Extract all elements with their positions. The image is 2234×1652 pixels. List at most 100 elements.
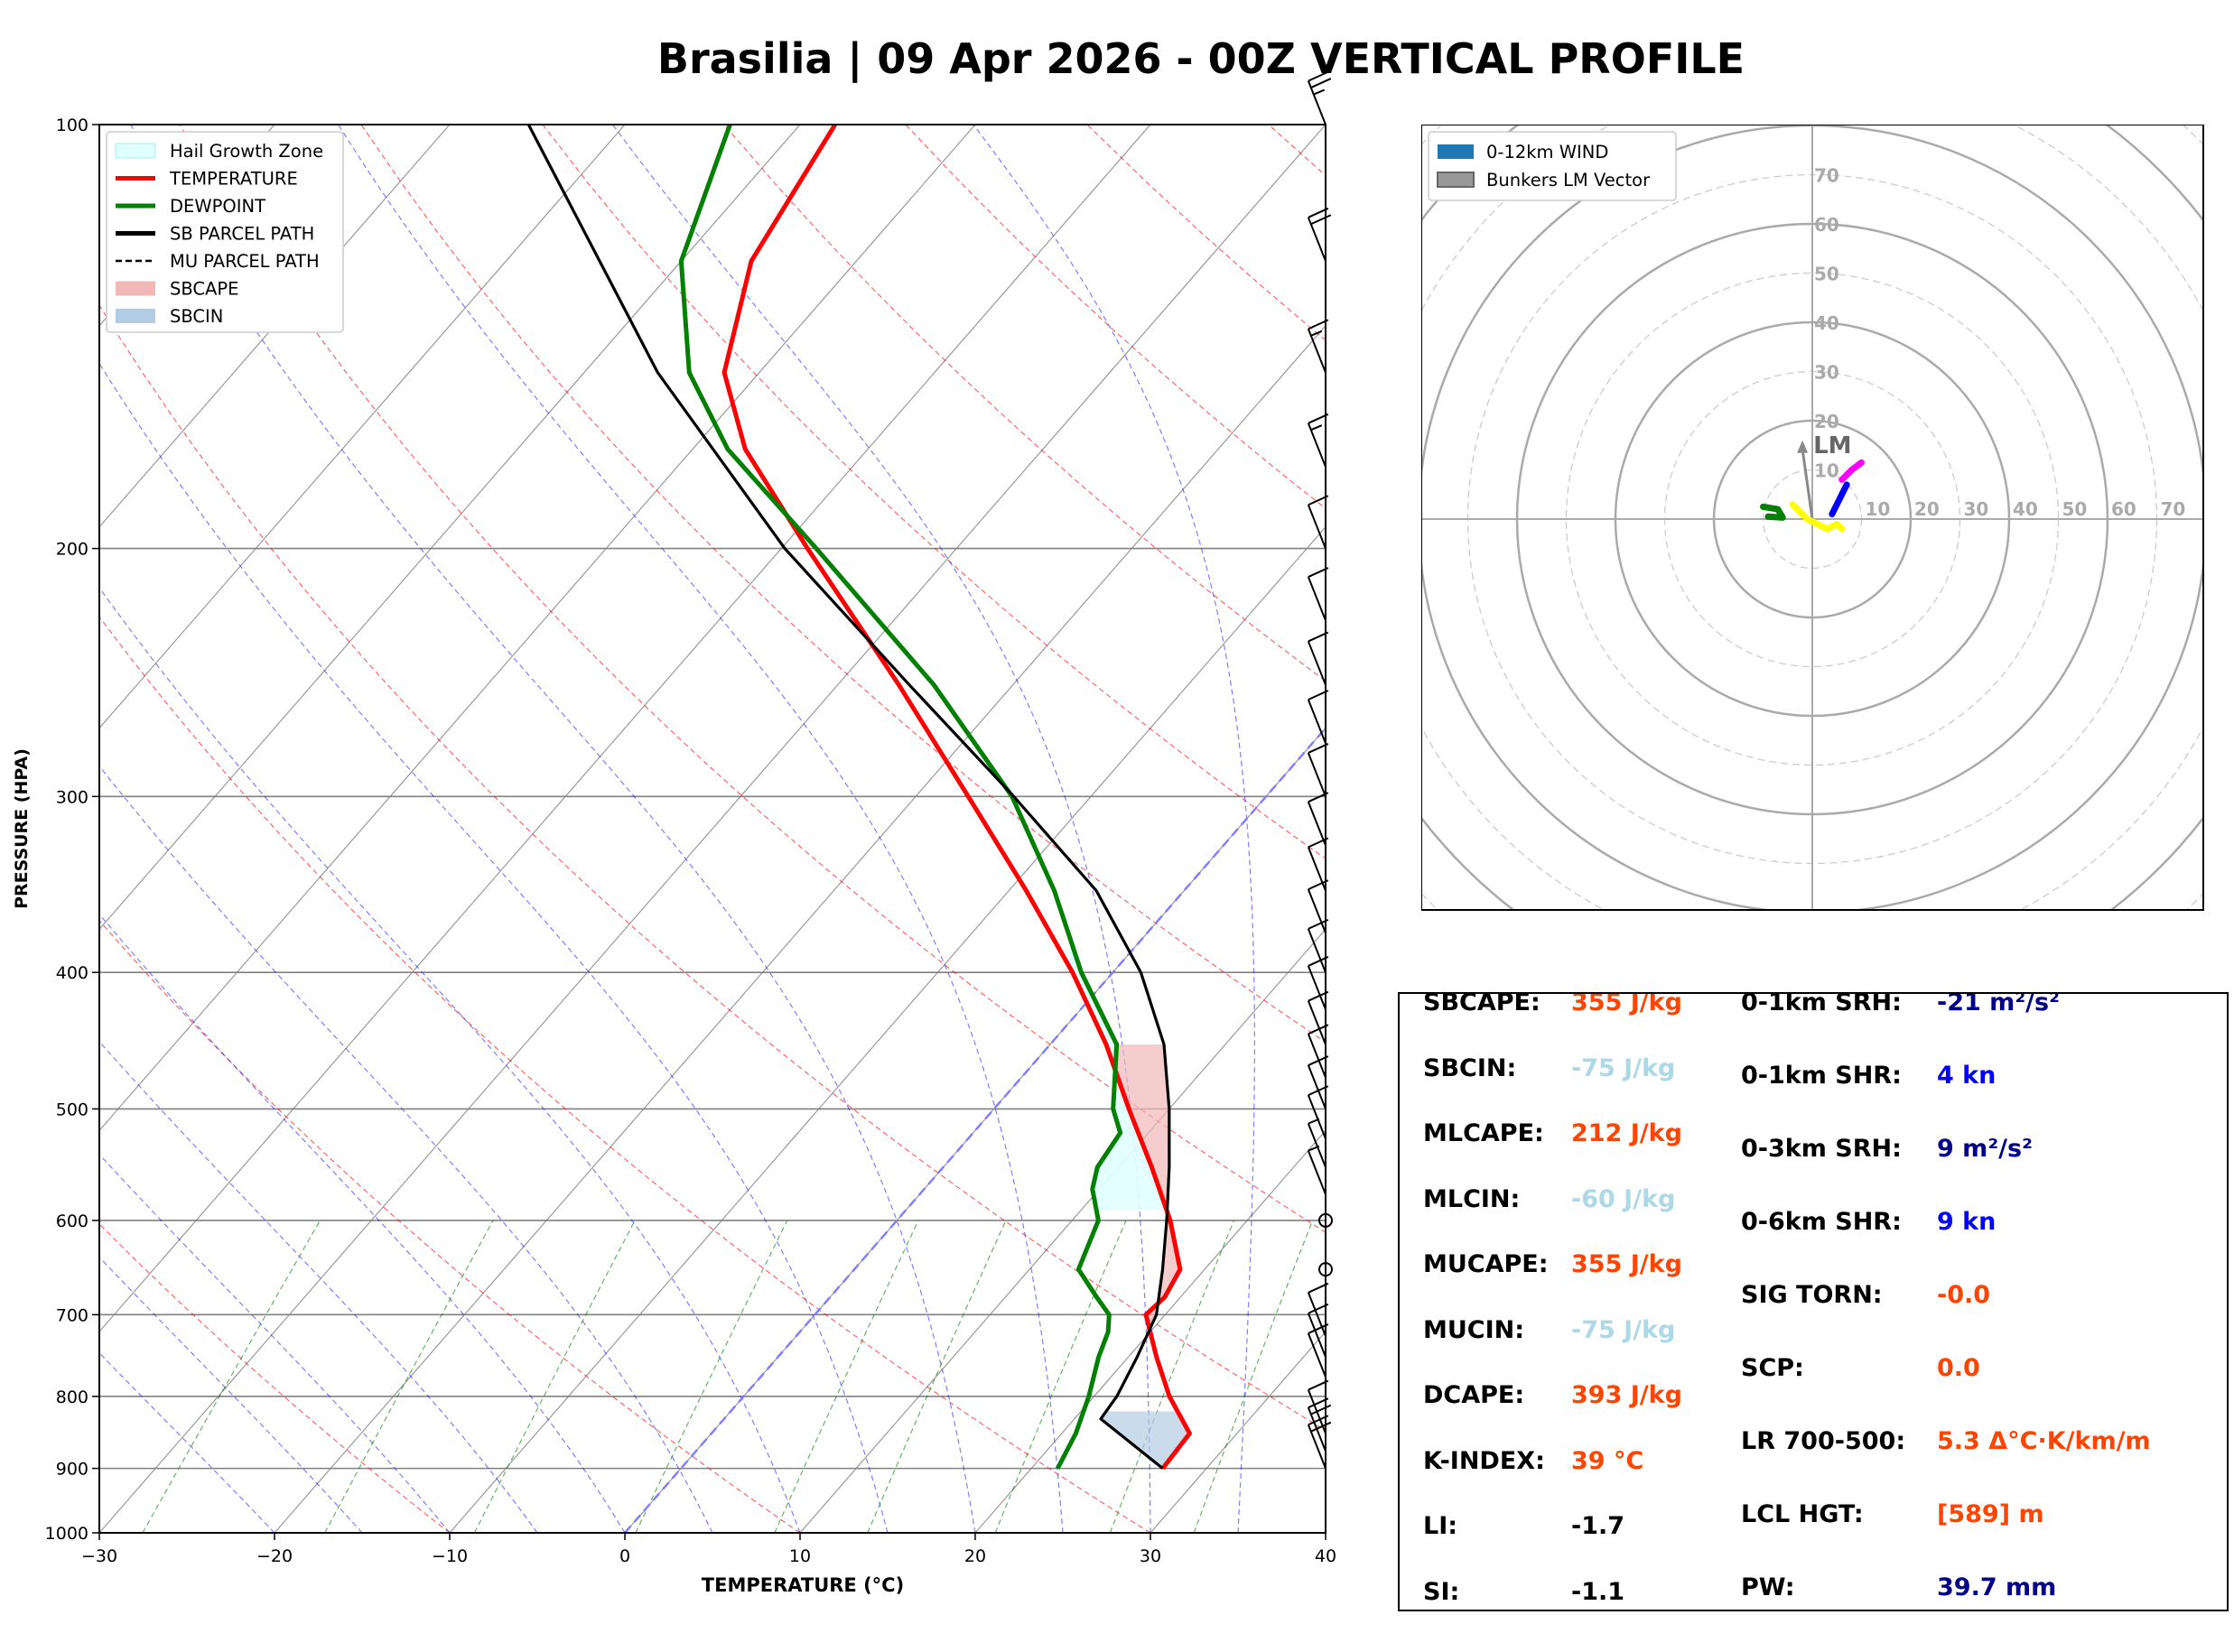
moist-adiabat: [99, 1351, 275, 1533]
barb-feather: [1308, 743, 1329, 754]
left-param-label: K-INDEX:: [1423, 1446, 1545, 1475]
left-param-label: SBCAPE:: [1423, 992, 1541, 1016]
x-tick-label: −30: [81, 1546, 117, 1566]
hodograph-trace: LM: [1760, 432, 1865, 533]
moist-adiabat: [130, 125, 976, 1533]
wind-barb: [1318, 1262, 1333, 1277]
right-param-label: 0-6km SHR:: [1741, 1208, 1902, 1236]
barb-half-feather: [1308, 1118, 1320, 1125]
wind-barb: [1307, 743, 1329, 797]
isotherm-line: [99, 125, 976, 1132]
moist-adiabat: [99, 362, 889, 1533]
wind-barb: [1307, 1085, 1329, 1139]
barb-staff: [1307, 217, 1326, 262]
barb-feather: [1308, 690, 1329, 701]
ring-label: 30: [1814, 362, 1839, 384]
barb-staff: [1307, 1000, 1326, 1045]
parameters-panel: SBCAPE: 355 J/kg SBCIN: -75 J/kg MLCAPE: 212 …: [1398, 992, 2229, 1611]
skew-t-grid: [99, 125, 1326, 1533]
left-param-value: -75 J/kg: [1571, 1053, 1676, 1082]
barb-staff: [1307, 1313, 1326, 1358]
x-tick-label: 10: [789, 1546, 811, 1566]
barb-feather: [1310, 1404, 1332, 1415]
wind-barb: [1307, 956, 1329, 1010]
y-tick-label: 800: [56, 1387, 88, 1407]
lm-label: LM: [1813, 432, 1851, 459]
barb-staff: [1307, 1094, 1326, 1139]
skew-t-legend: Hail Growth Zone TEMPERATURE DEWPOINT SB PA…: [106, 131, 344, 333]
right-param-value: 9 m²/s²: [1937, 1135, 2033, 1163]
barb-half-feather: [1308, 1145, 1320, 1152]
x-tick-label: −20: [256, 1546, 293, 1566]
wind-barb: [1318, 1212, 1333, 1228]
moist-adiabat: [338, 125, 1064, 1533]
ring-label: 60: [2111, 498, 2136, 520]
wind-barb: [1307, 1055, 1329, 1109]
hodograph-frame: [1421, 125, 2204, 911]
isotherm-line: [1150, 1331, 1326, 1533]
dry-adiabat: [542, 125, 1326, 859]
x-tick-label: 30: [1140, 1546, 1161, 1566]
barb-half-feather: [1310, 329, 1323, 337]
left-param-value: 39 °C: [1571, 1446, 1644, 1475]
barb-staff: [1307, 1332, 1326, 1378]
hodograph: 10 20 30 40 50 60 70 10 20 30 40 50 60 70 LM 0-12km W…: [1421, 125, 2204, 911]
barb-staff: [1307, 1033, 1326, 1079]
wind-barb: [1307, 792, 1329, 846]
dry-adiabat: [179, 125, 1326, 1233]
barb-staff: [1307, 888, 1326, 933]
wind-barb: [1307, 207, 1332, 262]
calm-circle: [1318, 1212, 1333, 1228]
legend-label: DEWPOINT: [170, 196, 265, 217]
barb-feather: [1308, 956, 1329, 967]
wind-barb: [1307, 495, 1329, 549]
legend-label: Bunkers LM Vector: [1486, 170, 1651, 190]
right-param-label: LR 700-500:: [1741, 1427, 1906, 1455]
bunkers-lm-arrowhead: [1797, 440, 1809, 453]
x-tick-label: 0: [619, 1546, 630, 1566]
barb-feather: [1308, 319, 1329, 330]
wind-barb: [1307, 567, 1329, 621]
hodograph-segment: [1789, 501, 1846, 533]
barb-feather: [1308, 567, 1329, 578]
right-param-value: -0.0: [1937, 1281, 1991, 1309]
y-tick-label: 200: [56, 540, 88, 560]
barb-staff: [1307, 965, 1326, 1010]
freezing-isotherm: [624, 726, 1326, 1533]
sbcin-area: [1100, 1411, 1190, 1465]
calm-circle: [1318, 1262, 1333, 1277]
chart-title: Brasilia | 09 Apr 2026 - 00Z VERTICAL PR…: [656, 34, 1745, 83]
ring-label: 50: [2062, 498, 2088, 520]
barb-feather: [1310, 214, 1332, 226]
barb-feather: [1308, 70, 1329, 82]
moist-adiabat: [973, 125, 1255, 1533]
barb-feather: [1308, 837, 1329, 849]
x-tick-label: 20: [964, 1546, 986, 1566]
mixing-ratio-line: [867, 1220, 1007, 1533]
legend-label: SBCAPE: [170, 279, 238, 300]
temperature-line: [721, 125, 1192, 1471]
wind-barb: [1307, 1415, 1332, 1469]
barb-staff: [1307, 752, 1326, 797]
skew-t-profiles: [526, 125, 1192, 1471]
right-param-label: PW:: [1741, 1573, 1795, 1601]
isotherm-line: [974, 1129, 1326, 1533]
moist-adiabat: [99, 1040, 538, 1533]
barb-feather: [1308, 792, 1329, 803]
barb-staff: [1307, 699, 1326, 744]
legend-swatch: [115, 143, 156, 159]
skew-t-axes: −30 −20 −10 0 10 20 30 40 1000 900 800 700 600 500 400…: [12, 116, 1336, 1596]
barb-feather: [1308, 990, 1329, 1002]
moist-adiabat: [99, 586, 801, 1533]
legend-label: SBCIN: [170, 306, 223, 327]
legend-label: TEMPERATURE: [169, 169, 298, 190]
wind-barb: [1307, 990, 1329, 1045]
moist-adiabat: [99, 913, 626, 1533]
mixing-ratio-line: [635, 1220, 788, 1533]
wind-barb: [1307, 1118, 1326, 1168]
ring-label: 10: [1866, 498, 1891, 520]
left-param-value: 212 J/kg: [1571, 1119, 1682, 1147]
left-param-label: MUCAPE:: [1423, 1250, 1549, 1278]
barb-feather: [1308, 413, 1329, 424]
legend-swatch: [116, 281, 155, 296]
